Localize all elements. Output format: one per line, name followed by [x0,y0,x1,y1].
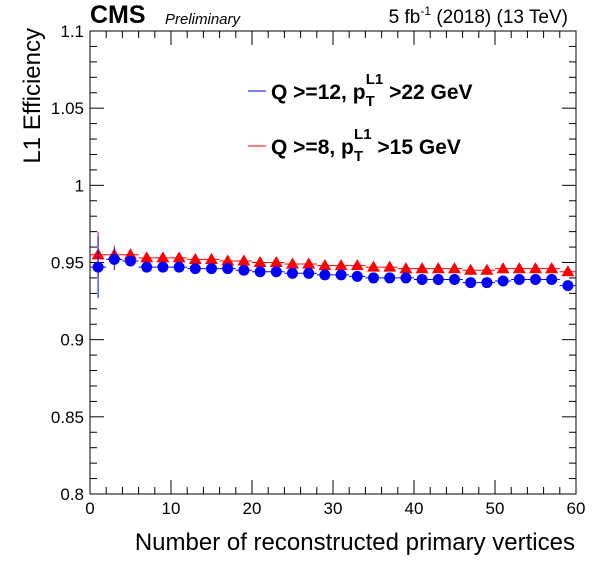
data-point [92,261,104,273]
y-tick-label: 0.95 [51,254,84,273]
data-point [449,273,460,285]
series-blue [90,236,576,298]
data-point [512,262,526,274]
data-points [90,231,576,298]
x-tick-label: 30 [324,499,343,518]
data-point [157,261,169,273]
lumi-exponent: -1 [420,4,431,18]
x-tick-label: 60 [567,499,586,518]
data-point [205,252,218,264]
data-point [530,273,541,285]
data-point [141,261,153,273]
data-point [287,267,298,279]
data-point [286,257,299,269]
data-point [464,263,478,275]
x-axis-title: Number of reconstructed primary vertices [135,529,575,556]
data-point [546,273,558,285]
data-point [253,256,267,268]
data-point [496,262,510,274]
data-point [367,260,380,272]
data-point [480,263,494,275]
data-point [383,260,397,272]
x-tick-label: 0 [85,499,94,518]
data-point [350,259,364,271]
data-point [189,263,201,275]
data-point [222,263,234,275]
data-point [415,262,429,274]
x-tick-label: 50 [486,499,505,518]
data-point [497,275,509,287]
legend-entry-red: Q >=8, pTL1 >15 GeV [248,126,461,165]
data-point [465,277,477,289]
data-point [562,280,574,292]
data-point [384,272,396,284]
data-point [400,272,412,284]
data-point [140,251,154,263]
y-tick-label: 0.85 [51,408,84,427]
data-point [432,273,444,285]
data-point [368,272,379,284]
data-point [319,269,331,281]
experiment-label: CMS [90,1,146,29]
data-point [303,267,315,279]
y-tick-label: 1.05 [51,99,84,118]
tick-labels: 0 10 20 30 40 50 60 0.8 0.85 0.9 0.95 1 1.05 1.1 [51,22,586,518]
axes [89,30,577,495]
lumi-value: 5 fb [389,7,421,28]
data-point [269,256,283,268]
data-point [302,257,316,269]
data-point [108,253,120,265]
y-tick-label: 1 [75,176,84,195]
data-point [270,266,282,278]
data-point [206,263,217,275]
series-red [90,231,576,278]
data-point [399,262,413,274]
y-tick-label: 0.9 [60,331,84,350]
data-point [188,252,202,264]
data-point [416,273,428,285]
data-point [529,262,542,274]
legend-entry-blue: Q >=12, pTL1 >22 GeV [248,71,473,110]
energy-label: (2018) (13 TeV) [431,7,568,28]
data-point [481,277,493,289]
x-tick-label: 10 [162,499,181,518]
x-tick-label: 20 [243,499,262,518]
data-point [238,264,250,276]
y-tick-label: 1.1 [60,22,84,41]
y-axis-title: L1 Efficiency [19,28,46,164]
legend: Q >=12, pTL1 >22 GeV Q >=8, pTL1 >15 GeV [248,71,473,165]
data-point [254,266,266,278]
lumi-label: 5 fb-1 (2018) (13 TeV) [389,4,568,28]
data-point [318,259,332,271]
data-point [351,270,363,282]
data-point [237,254,251,266]
data-point [156,251,170,263]
y-tick-label: 0.8 [60,485,84,504]
data-point [448,262,461,274]
data-point [513,273,525,285]
data-point [561,265,575,277]
data-point [173,261,185,273]
x-tick-label: 40 [405,499,424,518]
data-point [431,262,445,274]
data-point [545,262,559,274]
data-point [125,255,136,267]
data-point [221,254,235,266]
legend-label-blue: Q >=12, pTL1 >22 GeV [271,71,473,110]
legend-label-red: Q >=8, pTL1 >15 GeV [271,126,461,165]
data-point [335,269,347,281]
status-label: Preliminary [165,11,242,28]
data-point [172,251,186,263]
data-point [334,259,348,271]
